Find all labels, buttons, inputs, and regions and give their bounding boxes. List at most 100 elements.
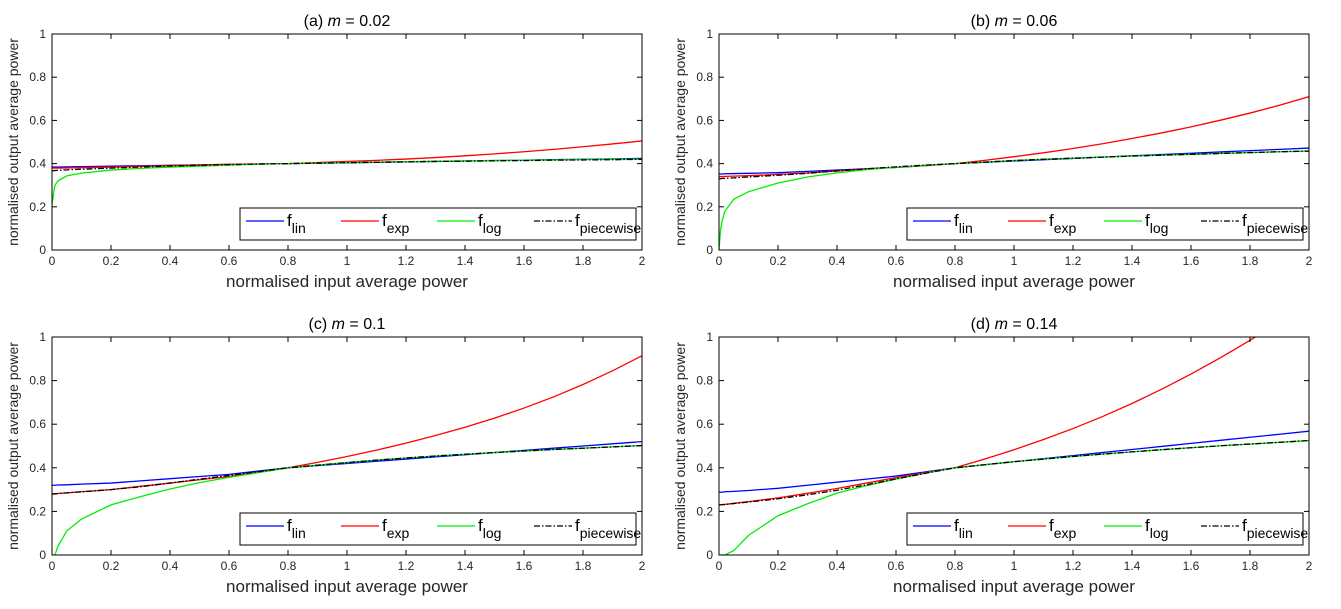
x-axis-label: normalised input average power [893,272,1135,291]
legend-label-sub: lin [959,220,973,236]
chart-title-a: (a) m = 0.02 [304,13,391,30]
legend-label-sub: exp [387,525,410,541]
x-tick-label: 1.6 [1183,559,1200,573]
y-tick-label: 0.6 [696,113,713,127]
x-tick-label: 1 [344,254,351,268]
x-tick-label: 1.8 [575,559,592,573]
legend-label-name: f [1145,516,1150,535]
chart-panel-b: (b) m = 0.06 0 0.2 0.4 0.6 0.8 1 1.2 1.4 1.6 1.8 2 0… [672,13,1313,291]
chart-title-prefix: (a) [304,13,328,30]
series-line-exp [719,96,1309,178]
x-tick-label: 0.8 [947,254,964,268]
x-tick-label: 0.4 [162,559,179,573]
series-group-a [52,140,642,205]
x-tick-label: 2 [639,254,646,268]
x-tick-label: 0.4 [162,254,179,268]
series-group-b [719,96,1309,250]
x-tick-label: 1.8 [1242,254,1259,268]
x-axis-label: normalised input average power [226,577,468,596]
x-tick-label: 0.2 [103,254,120,268]
chart-title-b: (b) m = 0.06 [971,13,1058,30]
legend-label-piecewise: fpiecewise [575,211,641,236]
legend-label-sub: log [1150,220,1169,236]
y-tick-label: 0.6 [29,113,46,127]
y-tick-label: 0 [706,243,713,257]
x-tick-label: 0.2 [770,254,787,268]
x-tick-label: 0.6 [221,254,238,268]
chart-title-value: = 0.02 [341,13,390,30]
x-tick-label: 1.6 [1183,254,1200,268]
series-line-piecewise [52,158,642,172]
legend: flin fexp flog fpiecewise [239,207,641,241]
legend-label-sub: lin [292,525,306,541]
x-tick-label: 1.8 [575,254,592,268]
legend-label-name: f [954,516,959,535]
y-tick-label: 0.6 [696,417,713,431]
chart-title-prefix: (c) [309,316,332,333]
x-axis-label: normalised input average power [893,577,1135,596]
x-tick-label: 1.2 [1065,559,1082,573]
x-tick-label: 2 [639,559,646,573]
legend: flin fexp flog fpiecewise [239,512,641,546]
x-tick-label: 0.2 [770,559,787,573]
chart-title-value: = 0.14 [1008,316,1057,333]
series-line-lin [52,440,642,486]
legend-label-log: flog [1145,516,1168,541]
y-axis-label: normalised output average power [5,38,21,246]
x-tick-label: 0 [49,254,56,268]
x-tick-label: 2 [1306,254,1313,268]
x-tick-label: 1.4 [457,559,474,573]
chart-title-var: m [995,13,1008,30]
legend-label-name: f [954,211,959,230]
series-group-d [719,337,1309,555]
legend-label-name: f [382,211,387,230]
y-tick-label: 0.8 [29,374,46,388]
series-line-piecewise [719,150,1309,180]
x-tick-label: 0.8 [280,559,297,573]
y-tick-label: 0.8 [696,70,713,84]
series-group-c [52,355,642,555]
legend-label-piecewise: fpiecewise [1242,211,1308,236]
legend-label-name: f [478,211,483,230]
legend-box [906,512,1304,546]
y-tick-label: 0.2 [29,504,46,518]
legend-label-name: f [1242,211,1247,230]
y-tick-label: 0.2 [696,200,713,214]
y-tick-label: 0.4 [696,461,713,475]
legend-label-name: f [287,516,292,535]
chart-title-prefix: (d) [971,316,995,333]
legend-box [239,512,637,546]
legend-label-exp: fexp [382,516,410,541]
x-tick-label: 1.2 [398,254,415,268]
series-line-exp [52,355,642,495]
legend-label-sub: lin [959,525,973,541]
y-tick-label: 0.6 [29,417,46,431]
legend-label-sub: piecewise [1247,525,1309,541]
y-tick-label: 0 [706,548,713,562]
legend-label-log: flog [478,516,501,541]
y-tick-label: 0 [39,243,46,257]
chart-panel-c: (c) m = 0.1 0 0.2 0.4 0.6 0.8 1 1.2 1.4 1.6 1.8 2 0 0… [5,316,646,596]
chart-title-value: = 0.1 [345,316,386,333]
legend-label-name: f [575,516,580,535]
legend-label-name: f [1145,211,1150,230]
y-tick-label: 1 [39,330,46,344]
x-tick-label: 1.4 [457,254,474,268]
chart-title-var: m [995,316,1008,333]
legend-label-sub: piecewise [1247,220,1309,236]
legend-label-sub: exp [1054,525,1077,541]
y-tick-label: 1 [39,27,46,41]
legend-label-sub: piecewise [580,220,642,236]
legend-label-lin: flin [954,211,973,236]
y-tick-label: 0.8 [29,70,46,84]
y-tick-label: 0.4 [29,157,46,171]
x-tick-label: 0.4 [829,559,846,573]
legend-label-name: f [575,211,580,230]
x-tick-label: 1.4 [1124,559,1141,573]
legend-label-name: f [1049,516,1054,535]
chart-panel-a: (a) m = 0.02 0 0.2 0.4 0.6 0.8 1 1.2 1.4 1.6 1.8 2 0… [5,13,646,291]
chart-panel-d: (d) m = 0.14 0 0.2 0.4 0.6 0.8 1 1.2 1.4 1.6 1.8 2 0… [672,316,1313,596]
x-tick-label: 1 [344,559,351,573]
x-tick-label: 0.6 [221,559,238,573]
